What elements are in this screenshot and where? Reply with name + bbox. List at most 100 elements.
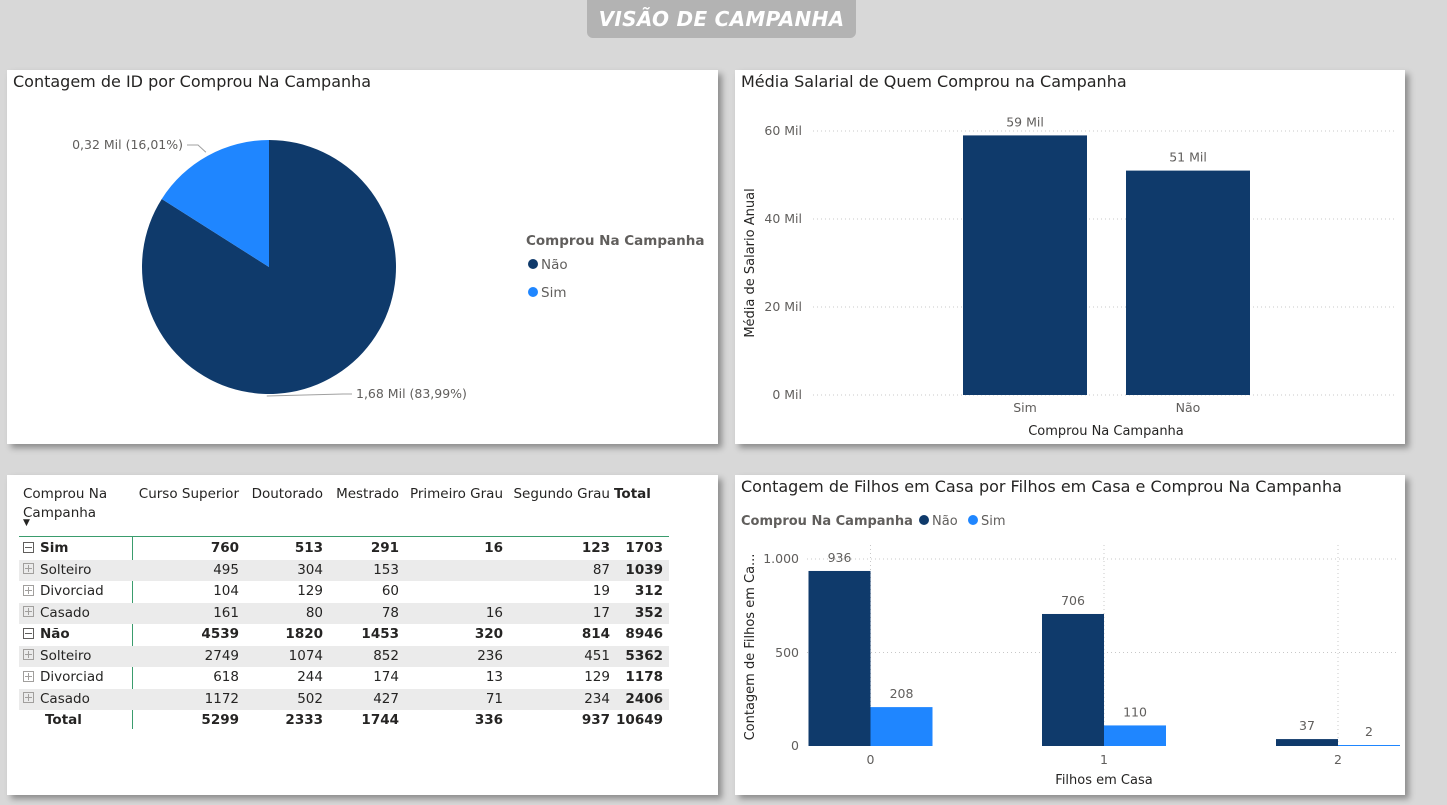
matrix-row-header[interactable]: Comprou Na Campanha <box>23 485 107 523</box>
expand-icon[interactable] <box>23 584 34 596</box>
salary-bar-chart[interactable]: 60 Mil 40 Mil 20 Mil 0 Mil Média de Sala… <box>735 70 1405 444</box>
matrix-cell: 71 <box>485 690 503 707</box>
collapse-icon[interactable] <box>23 627 34 639</box>
y-tick-label: 1.000 <box>763 551 799 566</box>
matrix-cell: 244 <box>297 669 323 685</box>
children-legend-title: Comprou Na Campanha <box>741 514 913 529</box>
matrix-row-label: Não <box>40 626 70 642</box>
salary-chart-panel[interactable]: Média Salarial de Quem Comprou na Campan… <box>735 70 1405 444</box>
collapse-icon[interactable] <box>23 541 34 553</box>
matrix-row-header-cell[interactable]: Não <box>23 624 70 646</box>
sort-descending-icon[interactable]: ▼ <box>23 518 30 528</box>
pie-data-label-sim: 0,32 Mil (16,01%) <box>72 137 183 152</box>
matrix-cell: 760 <box>210 540 239 556</box>
bar-nao-1[interactable] <box>1042 613 1104 746</box>
bar-sim-1[interactable] <box>1104 725 1166 746</box>
expand-icon[interactable] <box>23 649 34 660</box>
matrix-row-header-divider <box>132 536 133 729</box>
matrix-cell: 513 <box>294 540 323 556</box>
matrix-cell: 129 <box>297 583 323 599</box>
matrix-cell: 153 <box>373 561 399 578</box>
bar-nao-0[interactable] <box>808 570 871 746</box>
table-row[interactable]: Divorciad 618 244 174 13 129 1178 <box>19 667 669 689</box>
matrix-cell: 174 <box>373 669 399 685</box>
expand-icon[interactable] <box>23 670 34 682</box>
bar-sim[interactable] <box>963 135 1087 395</box>
matrix-row-header-cell[interactable]: Sim <box>23 538 68 560</box>
table-row[interactable]: Divorciad 104 129 60 19 312 <box>19 581 669 603</box>
table-row[interactable]: Sim 760 513 291 16 123 1703 <box>19 538 669 560</box>
y-tick-label: 0 <box>791 738 799 753</box>
pie-slice-sim[interactable] <box>161 140 269 267</box>
x-tick-label: 2 <box>1334 752 1342 767</box>
matrix-table[interactable]: Comprou Na Campanha ▼ Curso Superior Dou… <box>19 485 669 729</box>
matrix-row-header-cell[interactable]: Divorciad <box>23 667 104 689</box>
matrix-row-header-cell[interactable]: Divorciad <box>23 581 104 603</box>
bar-data-label: 706 <box>1061 593 1085 608</box>
x-axis-title: Comprou Na Campanha <box>1028 424 1184 439</box>
pie-chart[interactable]: 0,32 Mil (16,01%) 1,68 Mil (83,99%) Comp… <box>7 70 718 444</box>
salary-chart-title: Média Salarial de Quem Comprou na Campan… <box>741 72 1127 91</box>
matrix-row-label: Casado <box>40 604 90 621</box>
children-legend-label-nao[interactable]: Não <box>932 514 958 529</box>
x-axis-title: Filhos em Casa <box>1055 773 1152 788</box>
matrix-cell: 8946 <box>625 626 663 642</box>
legend-dot-nao-icon <box>919 515 929 525</box>
matrix-cell: 5362 <box>625 647 663 664</box>
matrix-cell: 2406 <box>625 690 663 707</box>
x-tick-label-nao: Não <box>1176 400 1201 415</box>
matrix-row-header-cell[interactable]: Solteiro <box>23 646 91 668</box>
matrix-cell: 60 <box>381 583 399 599</box>
matrix-col-header-total[interactable]: Total <box>614 486 651 502</box>
matrix-cell: 2333 <box>285 712 323 728</box>
matrix-cell: 78 <box>381 604 399 621</box>
matrix-cell: 304 <box>297 561 323 578</box>
children-legend-label-sim[interactable]: Sim <box>981 514 1006 529</box>
matrix-cell: 234 <box>584 690 610 707</box>
pie-slice-nao[interactable] <box>141 140 396 394</box>
pie-chart-panel[interactable]: Contagem de ID por Comprou Na Campanha 0… <box>7 70 718 444</box>
table-row[interactable]: Casado 161 80 78 16 17 352 <box>19 602 669 625</box>
pie-legend-label-nao[interactable]: Não <box>541 257 568 273</box>
pie-legend-label-sim[interactable]: Sim <box>541 285 566 301</box>
matrix-row-header-cell[interactable]: Total <box>45 710 82 732</box>
expand-icon[interactable] <box>23 606 34 617</box>
matrix-col-header[interactable]: Curso Superior <box>138 486 239 502</box>
y-axis-title: Contagem de Filhos em Ca... <box>743 554 758 741</box>
table-row[interactable]: Total 5299 2333 1744 336 937 10649 <box>19 710 669 732</box>
bar-data-label: 2 <box>1365 724 1373 739</box>
matrix-col-header[interactable]: Segundo Grau <box>513 486 610 502</box>
matrix-header-row: Comprou Na Campanha ▼ Curso Superior Dou… <box>19 485 669 533</box>
matrix-row-header-cell[interactable]: Solteiro <box>23 560 91 582</box>
table-row[interactable]: Solteiro 495 304 153 87 1039 <box>19 559 669 582</box>
matrix-cell: 161 <box>213 604 239 621</box>
matrix-row-header-cell[interactable]: Casado <box>23 689 90 711</box>
matrix-row-header-cell[interactable]: Casado <box>23 603 90 625</box>
matrix-body: Sim 760 513 291 16 123 1703 Solteiro 495 304 153 87… <box>19 538 669 732</box>
children-chart-panel[interactable]: Contagem de Filhos em Casa por Filhos em… <box>735 475 1405 795</box>
matrix-cell: 13 <box>485 669 503 685</box>
legend-dot-sim-icon <box>968 515 978 525</box>
legend-dot-sim-icon <box>528 287 538 297</box>
table-row[interactable]: Casado 1172 502 427 71 234 2406 <box>19 688 669 711</box>
bar-data-label: 37 <box>1299 718 1315 733</box>
bar-sim-0[interactable] <box>870 707 933 746</box>
children-bar-chart[interactable]: Comprou Na Campanha Não Sim 1.000 500 0 … <box>735 475 1405 795</box>
matrix-col-header[interactable]: Doutorado <box>251 486 323 502</box>
matrix-row-header-line1: Comprou Na <box>23 486 108 502</box>
table-row[interactable]: Solteiro 2749 1074 852 236 451 5362 <box>19 645 669 668</box>
matrix-col-header[interactable]: Primeiro Grau <box>409 486 503 502</box>
table-row[interactable]: Não 4539 1820 1453 320 814 8946 <box>19 624 669 646</box>
bar-sim-2[interactable] <box>1338 745 1400 746</box>
matrix-panel[interactable]: Comprou Na Campanha ▼ Curso Superior Dou… <box>7 475 718 795</box>
matrix-cell: 104 <box>213 583 239 599</box>
matrix-cell: 814 <box>581 626 610 642</box>
x-tick-label: 0 <box>867 752 875 767</box>
expand-icon[interactable] <box>23 692 34 703</box>
bar-nao[interactable] <box>1126 170 1250 395</box>
matrix-cell: 129 <box>584 669 610 685</box>
expand-icon[interactable] <box>23 563 34 574</box>
matrix-cell: 16 <box>485 604 503 621</box>
bar-nao-2[interactable] <box>1276 739 1338 746</box>
matrix-col-header[interactable]: Mestrado <box>336 486 399 502</box>
